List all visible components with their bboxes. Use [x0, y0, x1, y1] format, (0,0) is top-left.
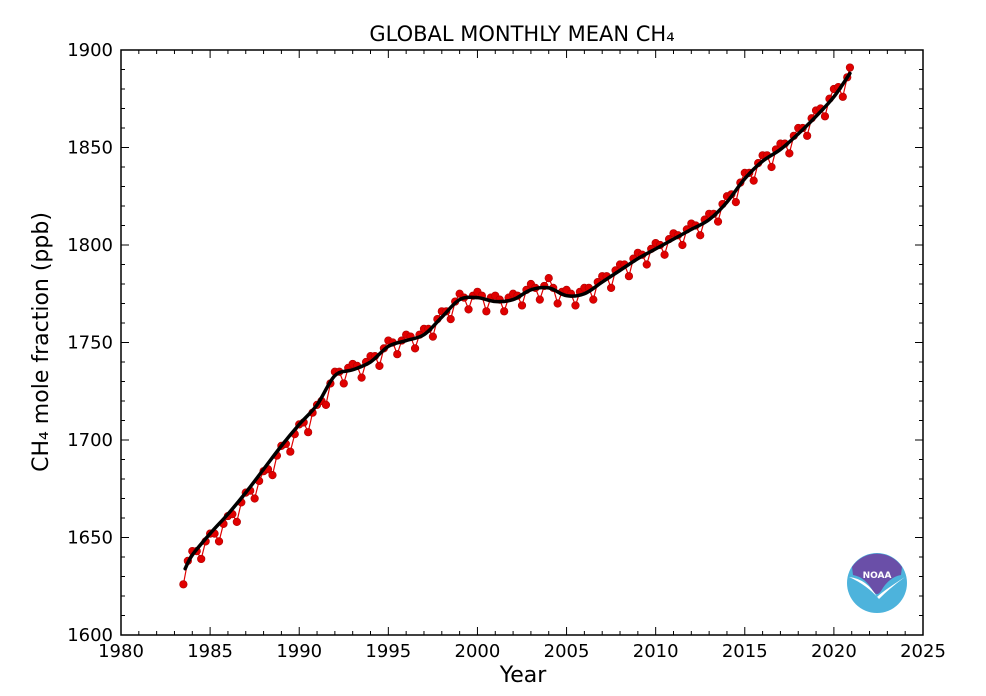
monthly-point	[339, 379, 348, 388]
monthly-point	[553, 299, 562, 308]
y-tick-label: 1800	[67, 235, 113, 256]
x-tick-label: 2015	[722, 641, 768, 662]
y-tick-label: 1700	[67, 430, 113, 451]
monthly-point	[607, 283, 616, 293]
monthly-point	[803, 131, 812, 140]
monthly-point	[321, 400, 331, 410]
monthly-line	[182, 67, 851, 585]
noaa-logo: NOAA	[847, 553, 907, 613]
svg-text:NOAA: NOAA	[863, 571, 892, 581]
monthly-point	[535, 295, 544, 304]
monthly-point	[357, 373, 366, 382]
chart-title: GLOBAL MONTHLY MEAN CH₄	[369, 22, 674, 46]
x-axis-label: Year	[499, 663, 548, 688]
monthly-point	[589, 295, 598, 304]
monthly-point	[304, 428, 313, 437]
monthly-point	[544, 274, 553, 283]
monthly-point	[678, 240, 687, 250]
monthly-point	[624, 272, 634, 281]
monthly-point	[517, 301, 527, 310]
monthly-point	[286, 447, 295, 456]
y-tick-label: 1650	[67, 528, 113, 549]
monthly-point	[785, 149, 794, 158]
monthly-point	[197, 554, 206, 564]
monthly-point	[464, 305, 473, 314]
plot-area	[179, 63, 855, 589]
x-axis: 1980 1985 1990 1995 2000 2005 2010 2015 2020 2025	[98, 50, 946, 662]
x-tick-label: 1995	[365, 641, 411, 662]
monthly-point	[845, 63, 855, 72]
y-tick-label: 1600	[67, 625, 113, 646]
monthly-point	[393, 350, 402, 359]
x-tick-label: 1980	[98, 641, 144, 662]
monthly-point	[428, 332, 437, 341]
monthly-point	[250, 494, 259, 503]
monthly-point	[179, 580, 188, 589]
x-tick-label: 2020	[811, 641, 857, 662]
y-axis-label: CH₄ mole fraction (ppb)	[29, 212, 54, 472]
monthly-point	[268, 471, 277, 480]
monthly-point	[767, 162, 776, 172]
y-tick-label: 1750	[67, 333, 113, 354]
x-tick-label: 1985	[187, 641, 233, 662]
y-tick-label: 1850	[67, 138, 113, 159]
monthly-point	[642, 260, 651, 269]
monthly-point	[375, 361, 384, 371]
trend-line	[183, 71, 852, 571]
monthly-point	[731, 198, 740, 207]
monthly-point	[696, 231, 705, 240]
monthly-point	[500, 307, 509, 316]
x-tick-label: 1990	[276, 641, 322, 662]
x-tick-label: 2025	[900, 641, 946, 662]
monthly-point	[410, 344, 420, 353]
monthly-point	[214, 537, 224, 546]
monthly-point	[446, 315, 455, 324]
monthly-point	[749, 176, 758, 185]
y-axis: 1600 1650 1700 1750 1800 1850 1900	[67, 40, 923, 646]
x-tick-label: 2005	[544, 641, 590, 662]
x-tick-label: 2000	[455, 641, 501, 662]
x-tick-label: 2010	[633, 641, 679, 662]
y-tick-label: 1900	[67, 40, 113, 61]
monthly-point	[838, 92, 847, 101]
monthly-point	[232, 517, 241, 527]
monthly-point	[660, 250, 669, 259]
monthly-point	[713, 217, 723, 226]
plot-frame	[120, 49, 924, 636]
monthly-point	[482, 307, 491, 316]
monthly-point	[820, 112, 830, 121]
monthly-point	[571, 301, 580, 310]
